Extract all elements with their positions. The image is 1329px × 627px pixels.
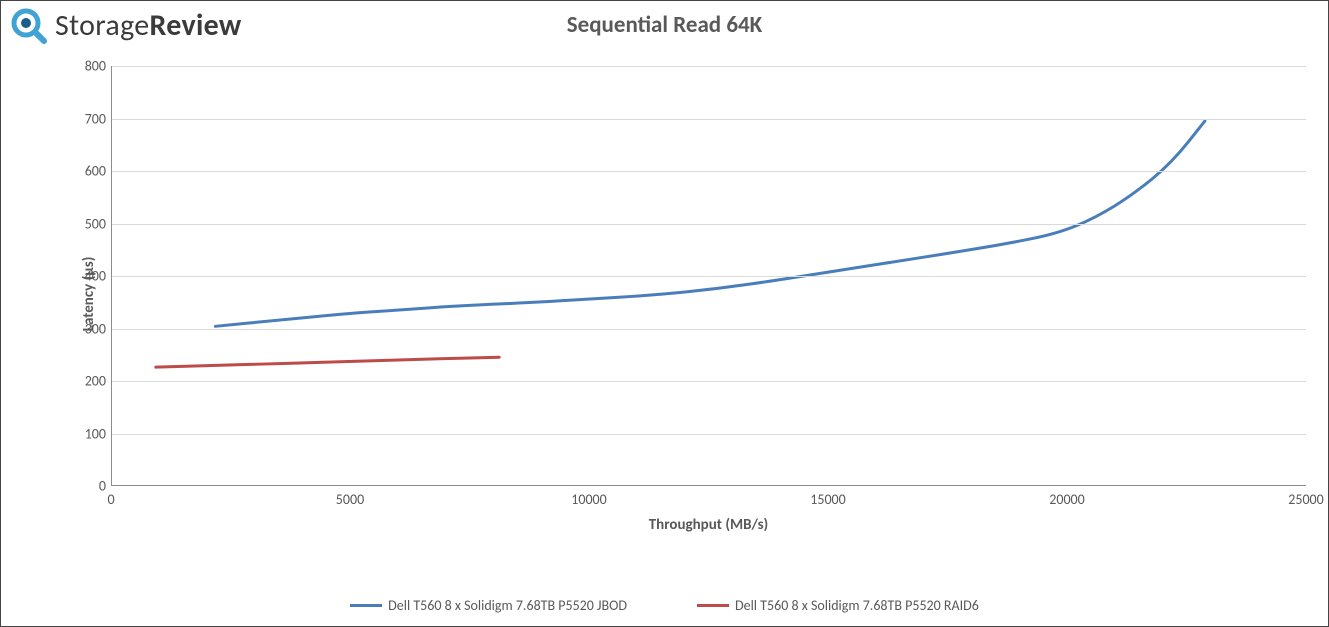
- x-tick-label: 15000: [798, 491, 858, 508]
- plot-wrap: Latency (µs) Throughput (MB/s) 010020030…: [61, 66, 1306, 521]
- y-tick-label: 300: [61, 320, 106, 337]
- gridline-h: [112, 66, 1306, 67]
- x-tick-label: 25000: [1276, 491, 1329, 508]
- gridline-h: [112, 276, 1306, 277]
- y-tick-label: 100: [61, 425, 106, 442]
- plot-area: [111, 66, 1306, 486]
- chart-title: Sequential Read 64K: [1, 11, 1328, 39]
- legend-swatch: [697, 604, 729, 607]
- series-line-raid6: [156, 357, 499, 367]
- legend-item-raid6: Dell T560 8 x Solidigm 7.68TB P5520 RAID…: [697, 597, 979, 614]
- y-tick-label: 700: [61, 110, 106, 127]
- x-tick-label: 0: [81, 491, 141, 508]
- y-tick-label: 600: [61, 163, 106, 180]
- legend-label: Dell T560 8 x Solidigm 7.68TB P5520 JBOD: [388, 597, 627, 614]
- chart-frame: StorageReview Sequential Read 64K Latenc…: [0, 0, 1329, 627]
- y-tick-label: 500: [61, 215, 106, 232]
- legend-item-jbod: Dell T560 8 x Solidigm 7.68TB P5520 JBOD: [350, 597, 627, 614]
- y-tick-label: 800: [61, 58, 106, 75]
- x-tick-label: 20000: [1037, 491, 1097, 508]
- legend-label: Dell T560 8 x Solidigm 7.68TB P5520 RAID…: [735, 597, 979, 614]
- x-tick-label: 5000: [320, 491, 380, 508]
- gridline-h: [112, 381, 1306, 382]
- x-tick-label: 10000: [559, 491, 619, 508]
- gridline-h: [112, 224, 1306, 225]
- legend-swatch: [350, 604, 382, 607]
- y-tick-label: 400: [61, 268, 106, 285]
- gridline-h: [112, 329, 1306, 330]
- x-axis-title: Throughput (MB/s): [111, 516, 1306, 561]
- gridline-h: [112, 119, 1306, 120]
- gridline-h: [112, 434, 1306, 435]
- legend: Dell T560 8 x Solidigm 7.68TB P5520 JBOD…: [1, 597, 1328, 614]
- y-tick-label: 200: [61, 373, 106, 390]
- gridline-h: [112, 171, 1306, 172]
